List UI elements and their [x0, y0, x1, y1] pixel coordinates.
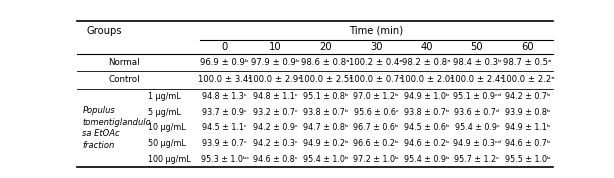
Text: 100.0 ± 2.4ᵃ: 100.0 ± 2.4ᵃ: [450, 75, 503, 84]
Text: 93.2 ± 0.7ᶜ: 93.2 ± 0.7ᶜ: [253, 108, 298, 117]
Text: 94.2 ± 0.7ᵇ: 94.2 ± 0.7ᵇ: [505, 92, 550, 101]
Text: 95.1 ± 0.9ᶜᵈ: 95.1 ± 0.9ᶜᵈ: [453, 92, 501, 101]
Text: 97.9 ± 0.9ᵇ: 97.9 ± 0.9ᵇ: [251, 58, 300, 67]
Text: 95.3 ± 1.0ᵇᶜ: 95.3 ± 1.0ᵇᶜ: [201, 155, 249, 164]
Text: 93.7 ± 0.9ᶜ: 93.7 ± 0.9ᶜ: [202, 108, 247, 117]
Text: 94.2 ± 0.9ᶜ: 94.2 ± 0.9ᶜ: [253, 123, 298, 132]
Text: 30: 30: [370, 42, 383, 52]
Text: 10 μg/mL: 10 μg/mL: [148, 123, 186, 132]
Text: 20: 20: [319, 42, 332, 52]
Text: 100 μg/mL: 100 μg/mL: [148, 155, 191, 164]
Text: 97.2 ± 1.0ᵇ: 97.2 ± 1.0ᵇ: [353, 155, 399, 164]
Text: 93.9 ± 0.7ᶜ: 93.9 ± 0.7ᶜ: [202, 139, 247, 148]
Text: Populus
tomentiglandulo
sa EtOAc
fraction: Populus tomentiglandulo sa EtOAc fractio…: [82, 106, 151, 150]
Text: 100.0 ± 2.9ᵃ: 100.0 ± 2.9ᵃ: [249, 75, 302, 84]
Text: 93.6 ± 0.7ᵈ: 93.6 ± 0.7ᵈ: [454, 108, 500, 117]
Text: 50 μg/mL: 50 μg/mL: [148, 139, 186, 148]
Text: 94.5 ± 0.6ᵇ: 94.5 ± 0.6ᵇ: [404, 123, 449, 132]
Text: 95.4 ± 0.9ᵇ: 95.4 ± 0.9ᵇ: [404, 155, 449, 164]
Text: 10: 10: [269, 42, 281, 52]
Text: 96.9 ± 0.9ᵇ: 96.9 ± 0.9ᵇ: [201, 58, 249, 67]
Text: 95.7 ± 1.2ᶜ: 95.7 ± 1.2ᶜ: [454, 155, 499, 164]
Text: 60: 60: [521, 42, 534, 52]
Text: Time (min): Time (min): [349, 26, 403, 36]
Text: 94.9 ± 0.3ᶜᵈ: 94.9 ± 0.3ᶜᵈ: [453, 139, 501, 148]
Text: Groups: Groups: [86, 26, 122, 36]
Text: 95.1 ± 0.8ᵇ: 95.1 ± 0.8ᵇ: [303, 92, 348, 101]
Text: 96.7 ± 0.6ᵇ: 96.7 ± 0.6ᵇ: [354, 123, 398, 132]
Text: 94.9 ± 0.2ᵇ: 94.9 ± 0.2ᵇ: [303, 139, 348, 148]
Text: 100.2 ± 0.4ᵃ: 100.2 ± 0.4ᵃ: [349, 58, 403, 67]
Text: 93.8 ± 0.7ᵇ: 93.8 ± 0.7ᵇ: [404, 108, 449, 117]
Text: Normal: Normal: [108, 58, 139, 67]
Text: 100.0 ± 2.5ᵃ: 100.0 ± 2.5ᵃ: [299, 75, 352, 84]
Text: 1 μg/mL: 1 μg/mL: [148, 92, 181, 101]
Text: 94.9 ± 1.1ᵇ: 94.9 ± 1.1ᵇ: [505, 123, 550, 132]
Text: 95.4 ± 1.0ᵇ: 95.4 ± 1.0ᵇ: [303, 155, 348, 164]
Text: 96.6 ± 0.2ᵇ: 96.6 ± 0.2ᵇ: [354, 139, 398, 148]
Text: 0: 0: [222, 42, 228, 52]
Text: 98.2 ± 0.8ᵃ: 98.2 ± 0.8ᵃ: [402, 58, 451, 67]
Text: 94.6 ± 0.7ᵇ: 94.6 ± 0.7ᵇ: [505, 139, 550, 148]
Text: 94.6 ± 0.8ᶜ: 94.6 ± 0.8ᶜ: [253, 155, 298, 164]
Text: 94.8 ± 1.1ᶜ: 94.8 ± 1.1ᶜ: [253, 92, 298, 101]
Text: 98.4 ± 0.3ᵇ: 98.4 ± 0.3ᵇ: [453, 58, 501, 67]
Text: 100.0 ± 0.7ᵃ: 100.0 ± 0.7ᵃ: [349, 75, 403, 84]
Text: 94.5 ± 1.1ᶜ: 94.5 ± 1.1ᶜ: [203, 123, 247, 132]
Text: 94.2 ± 0.3ᶜ: 94.2 ± 0.3ᶜ: [253, 139, 298, 148]
Text: 100.0 ± 2.2ᵃ: 100.0 ± 2.2ᵃ: [500, 75, 554, 84]
Text: Control: Control: [108, 75, 139, 84]
Text: 50: 50: [470, 42, 483, 52]
Text: 93.9 ± 0.8ᵇ: 93.9 ± 0.8ᵇ: [505, 108, 550, 117]
Text: 95.6 ± 0.6ᶜ: 95.6 ± 0.6ᶜ: [354, 108, 398, 117]
Text: 95.5 ± 1.0ᵇ: 95.5 ± 1.0ᵇ: [505, 155, 550, 164]
Text: 100.0 ± 2.0ᵃ: 100.0 ± 2.0ᵃ: [400, 75, 453, 84]
Text: 97.0 ± 1.2ᵇ: 97.0 ± 1.2ᵇ: [353, 92, 399, 101]
Text: 98.6 ± 0.8ᵃ: 98.6 ± 0.8ᵃ: [301, 58, 350, 67]
Text: 94.8 ± 1.3ᶜ: 94.8 ± 1.3ᶜ: [203, 92, 247, 101]
Text: 100.0 ± 3.4ᵃ: 100.0 ± 3.4ᵃ: [198, 75, 252, 84]
Text: 5 μg/mL: 5 μg/mL: [148, 108, 181, 117]
Text: 95.4 ± 0.9ᶜ: 95.4 ± 0.9ᶜ: [454, 123, 499, 132]
Text: 98.7 ± 0.5ᵃ: 98.7 ± 0.5ᵃ: [503, 58, 551, 67]
Text: 40: 40: [420, 42, 433, 52]
Text: 93.8 ± 0.7ᵇ: 93.8 ± 0.7ᵇ: [303, 108, 348, 117]
Text: 94.9 ± 1.0ᵇ: 94.9 ± 1.0ᵇ: [404, 92, 449, 101]
Text: 94.7 ± 0.8ᵇ: 94.7 ± 0.8ᵇ: [303, 123, 348, 132]
Text: 94.6 ± 0.2ᵇ: 94.6 ± 0.2ᵇ: [404, 139, 449, 148]
